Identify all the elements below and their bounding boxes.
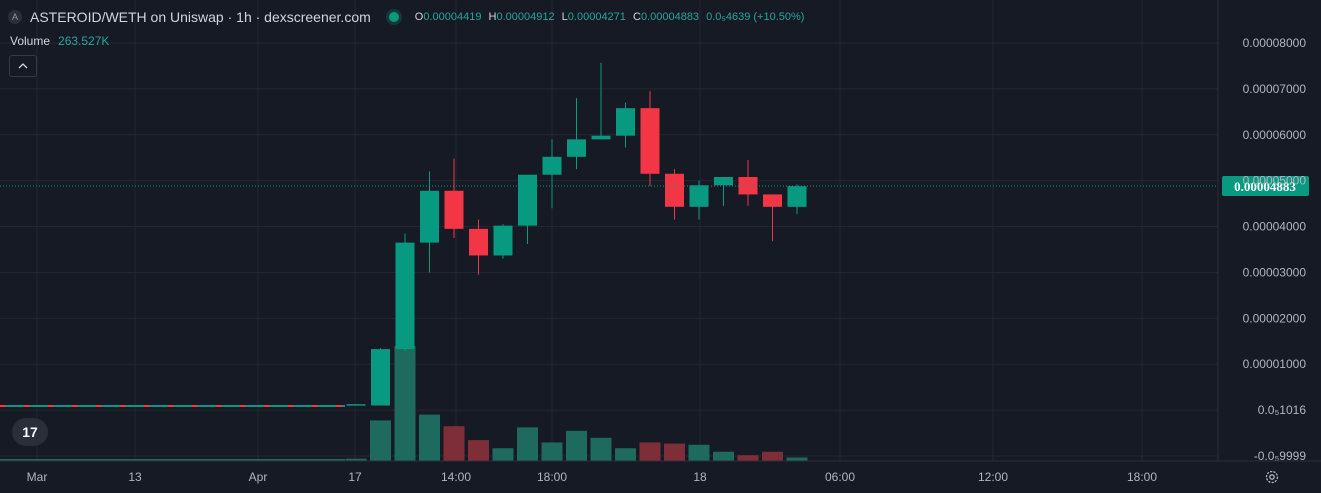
time-tick-label: 18:00 (537, 470, 567, 484)
volume-bar (664, 443, 685, 461)
gear-icon[interactable] (1264, 469, 1280, 485)
symbol-title[interactable]: ASTEROID/WETH on Uniswap · 1h · dexscree… (30, 9, 371, 25)
ohlc-open-value: 0.00004419 (423, 11, 482, 23)
price-tick-label: 0.00005000 (1243, 174, 1307, 188)
price-tick-label: 0.0₅1016 (1258, 403, 1307, 417)
volume-bar (639, 442, 661, 461)
volume-bar (737, 455, 759, 461)
time-tick-label: 17 (348, 470, 362, 484)
time-tick-label: 12:00 (978, 470, 1008, 484)
collapse-legend-button[interactable] (9, 55, 37, 77)
ohlc-high-value: 0.00004912 (496, 11, 555, 23)
volume-bar (688, 444, 710, 461)
volume-histogram (345, 346, 808, 461)
candle-body[interactable] (787, 186, 807, 207)
last-price-badge (1222, 176, 1309, 197)
ohlc-close-value: 0.00004883 (640, 11, 700, 23)
volume-bar (590, 437, 612, 461)
ohlc-close-key: C (632, 11, 641, 23)
volume-bar (786, 457, 808, 461)
price-change: 0.0₅4639 (+10.50%) (706, 11, 805, 23)
candle-body[interactable] (640, 108, 660, 174)
last-price-label: 0.00004883 (1234, 179, 1296, 194)
ohlc-open-key: O (414, 11, 424, 23)
volume-bar (541, 442, 563, 461)
candle-body[interactable] (469, 228, 488, 256)
price-axis: 0.00008000 0.00007000 0.00006000 0.00005000… (1217, 0, 1307, 463)
candle-body[interactable] (395, 242, 415, 350)
volume-bar (468, 440, 489, 461)
candle-body[interactable] (518, 174, 537, 226)
market-status-icon (388, 12, 399, 22)
price-tick-label: 0.00002000 (1243, 311, 1307, 325)
price-tick-label: -0.0₅9999 (1254, 449, 1307, 463)
time-tick-label: Apr (249, 470, 268, 484)
candle-body[interactable] (763, 194, 782, 207)
tradingview-logo-text: 17 (22, 424, 38, 440)
candle-body[interactable] (714, 176, 733, 186)
chart-header: A ASTEROID/WETH on Uniswap · 1h · dexscr… (8, 6, 808, 28)
last-price-line: 0.00004883 (0, 176, 1309, 197)
time-tick-label: 06:00 (825, 470, 855, 484)
volume-bar (419, 414, 440, 461)
candle-body[interactable] (346, 404, 366, 406)
candle-body[interactable] (493, 225, 513, 256)
ohlc-legend: O0.00004419 H0.00004912 L0.00004271 C0.0… (415, 11, 809, 23)
time-tick-label: 18 (693, 470, 707, 484)
candle-body[interactable] (616, 108, 635, 136)
candle-body[interactable] (542, 156, 562, 175)
price-tick-label: 0.00006000 (1243, 128, 1307, 142)
price-tick-label: 0.00008000 (1243, 36, 1307, 50)
volume-bar (713, 451, 734, 461)
candle-body[interactable] (420, 190, 439, 243)
time-tick-label: 14:00 (441, 470, 471, 484)
chart-grid (0, 0, 1218, 461)
volume-bar (345, 458, 367, 461)
volume-bar (492, 448, 514, 461)
candle-body[interactable] (567, 139, 586, 157)
time-tick-label: 18:00 (1127, 470, 1157, 484)
volume-label: Volume (10, 34, 51, 48)
candle-body[interactable] (689, 185, 709, 207)
ohlc-low-key: L (561, 11, 568, 23)
candle-body[interactable] (665, 173, 684, 207)
chevron-up-icon (18, 63, 28, 69)
time-tick-label: Mar (27, 470, 48, 484)
candle-body[interactable] (444, 190, 464, 229)
price-tick-label: 0.00004000 (1243, 220, 1307, 234)
volume-bar (443, 426, 465, 461)
flat-price-line (0, 405, 345, 461)
ohlc-low-value: 0.00004271 (567, 11, 626, 23)
candle-body[interactable] (591, 135, 611, 140)
tradingview-logo-icon[interactable]: 17 (12, 418, 48, 446)
time-axis: Mar 13 Apr 17 14:00 18:00 18 06:00 12:00 18:00 (0, 460, 1321, 484)
price-tick-label: 0.00003000 (1243, 265, 1307, 279)
time-tick-label: 13 (128, 470, 142, 484)
volume-bar (370, 420, 391, 461)
volume-bar (566, 430, 587, 461)
price-tick-label: 0.00007000 (1243, 82, 1307, 96)
volume-bar (762, 451, 783, 461)
volume-bar (394, 346, 416, 461)
volume-bar (517, 427, 538, 461)
volume-legend: Volume 263.527K (10, 34, 109, 48)
ohlc-high-key: H (488, 11, 497, 23)
volume-bar (615, 448, 636, 461)
symbol-logo-icon: A (8, 10, 22, 24)
candles (346, 62, 807, 406)
price-tick-label: 0.00001000 (1243, 357, 1307, 371)
candle-body[interactable] (371, 349, 390, 406)
volume-value: 263.527K (58, 34, 110, 48)
